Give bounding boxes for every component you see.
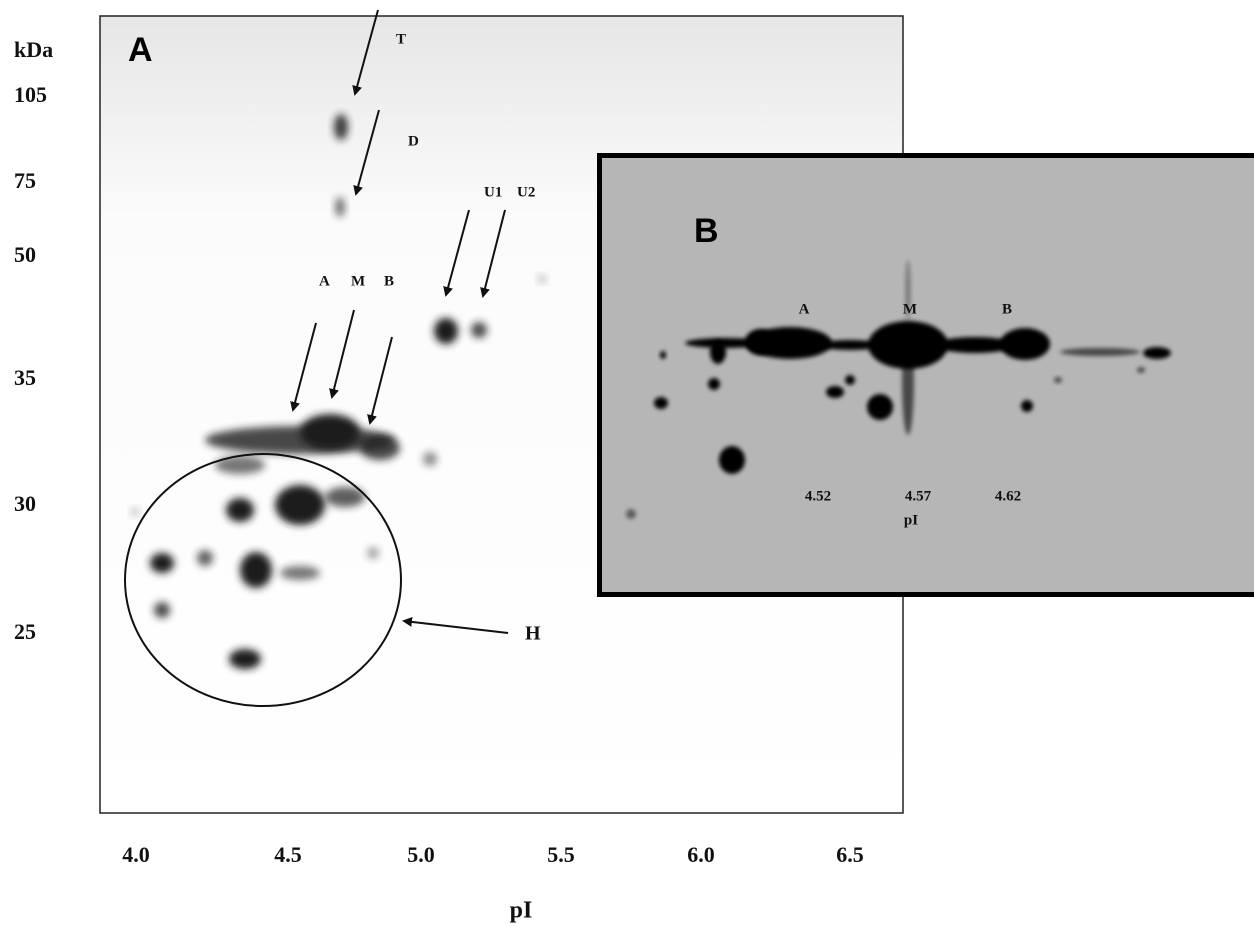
panel-letter: B: [694, 212, 719, 250]
y-tick-label: 30: [14, 491, 36, 516]
x-tick-label: 5.0: [407, 842, 435, 867]
spot-label: B: [1002, 301, 1012, 317]
panel-letter: A: [128, 31, 153, 69]
y-tick-label: 25: [14, 619, 36, 644]
x-tick-label: 4.0: [122, 842, 150, 867]
y-tick-label: 35: [14, 365, 36, 390]
x-axis-title: pI: [510, 898, 533, 924]
spot-label: D: [408, 133, 419, 149]
x-tick-label: 6.5: [836, 842, 864, 867]
figure: A T D U1 U2 A M B H kDa 105 75 50 35 30 …: [0, 0, 1254, 926]
pi-label: 4.52: [805, 488, 831, 504]
spot-label: B: [384, 273, 394, 289]
spot-label: U1: [484, 184, 502, 200]
x-tick-label: 6.0: [687, 842, 715, 867]
spot-label: M: [351, 273, 365, 289]
spot-label: A: [319, 273, 330, 289]
axis-title: pI: [904, 512, 918, 528]
pi-label: 4.62: [995, 488, 1021, 504]
panel-b: B A M B 4.52 4.57 4.62 pI: [600, 156, 1254, 595]
x-tick-label: 5.5: [547, 842, 575, 867]
spot-label: U2: [517, 184, 535, 200]
pi-label: 4.57: [905, 488, 932, 504]
y-axis-unit: kDa: [14, 37, 53, 62]
spot-label: T: [396, 31, 406, 47]
spot-label: M: [903, 301, 917, 317]
y-tick-label: 105: [14, 82, 47, 107]
spot-label: A: [799, 301, 810, 317]
spot-label: H: [525, 623, 541, 645]
y-tick-label: 75: [14, 168, 36, 193]
y-tick-label: 50: [14, 242, 36, 267]
x-tick-label: 4.5: [274, 842, 302, 867]
